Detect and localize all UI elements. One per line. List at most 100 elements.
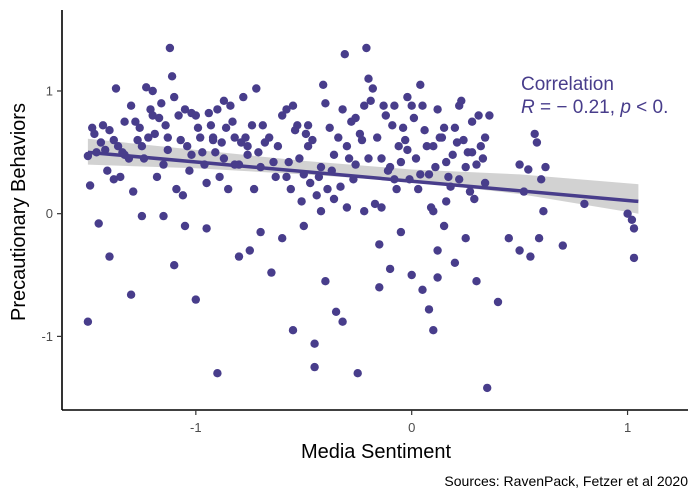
data-point [392,184,401,194]
data-point [202,178,211,188]
data-point [135,123,144,132]
data-point [286,184,295,194]
data-point [137,142,147,151]
data-point [476,142,485,151]
x-tick-label: 0 [408,420,415,435]
data-point [256,227,265,237]
fit-line [87,150,639,204]
data-point [342,142,352,151]
data-point [383,166,393,175]
data-point [377,154,386,163]
data-point [206,121,216,130]
data-point [111,84,121,93]
data-point [221,123,231,132]
data-point [245,246,254,255]
data-point [377,203,386,212]
data-point [241,133,250,142]
data-point [196,133,205,142]
data-point [154,113,164,123]
data-point [165,43,175,53]
x-tick-label: -1 [190,420,202,435]
data-point [534,234,544,243]
data-point [228,117,237,126]
data-point [159,211,168,221]
annotation-line2: R = − 0.21, p < 0. [521,97,668,118]
data-point [211,148,220,157]
data-point [515,246,524,255]
data-point [407,101,416,110]
data-point [442,197,451,206]
data-point [148,86,157,96]
data-point [480,133,490,142]
data-point [131,117,140,126]
data-point [288,101,298,110]
data-point [450,258,460,267]
data-point [515,160,524,169]
data-point [133,135,142,145]
data-point [398,123,408,132]
data-point [493,297,503,307]
data-point [219,96,229,106]
y-tick-label: 1 [46,83,53,98]
data-point [530,129,539,139]
data-point [187,108,196,118]
data-point [271,172,280,182]
data-point [629,224,639,233]
x-axis-label: Media Sentiment [301,441,452,463]
data-point [293,121,302,130]
data-point [629,253,639,263]
data-point [137,211,147,221]
data-point [366,96,375,106]
data-point [120,117,129,126]
data-point [422,142,431,151]
data-point [83,317,93,326]
data-point [465,187,475,196]
data-point [325,123,334,132]
data-point [364,154,373,163]
data-point [401,135,410,145]
data-point [627,215,637,224]
data-point [273,142,283,151]
data-point [226,101,235,110]
scatter-points [83,43,639,393]
data-point [461,162,470,172]
data-point [234,252,244,261]
data-point [157,99,166,108]
data-point [96,138,106,147]
data-point [204,108,213,118]
data-point [338,105,347,114]
data-point [252,84,261,93]
data-point [457,96,466,106]
y-axis-label: Precautionary Behaviors [8,103,30,321]
data-point [357,135,367,145]
data-point [364,74,373,83]
data-point [170,261,179,270]
data-point [418,101,427,110]
data-point [532,138,542,147]
data-point [351,160,360,169]
data-point [94,219,103,228]
data-point [360,101,369,110]
data-point [180,221,190,231]
data-point [312,191,321,200]
data-point [288,326,298,335]
data-point [362,43,371,53]
data-point [351,113,360,123]
data-point [455,175,464,184]
data-point [429,326,438,335]
data-point [483,383,492,393]
data-point [306,178,315,188]
data-point [129,187,138,196]
annotation-line1: Correlation [521,74,614,95]
data-point [323,184,332,194]
data-point [284,157,293,167]
data-point [381,111,390,120]
data-point [418,285,427,294]
data-point [470,194,479,204]
data-point [439,123,449,132]
data-point [414,184,423,194]
data-point [191,295,200,304]
data-point [239,92,248,102]
data-point [416,80,425,90]
data-point [316,207,326,216]
